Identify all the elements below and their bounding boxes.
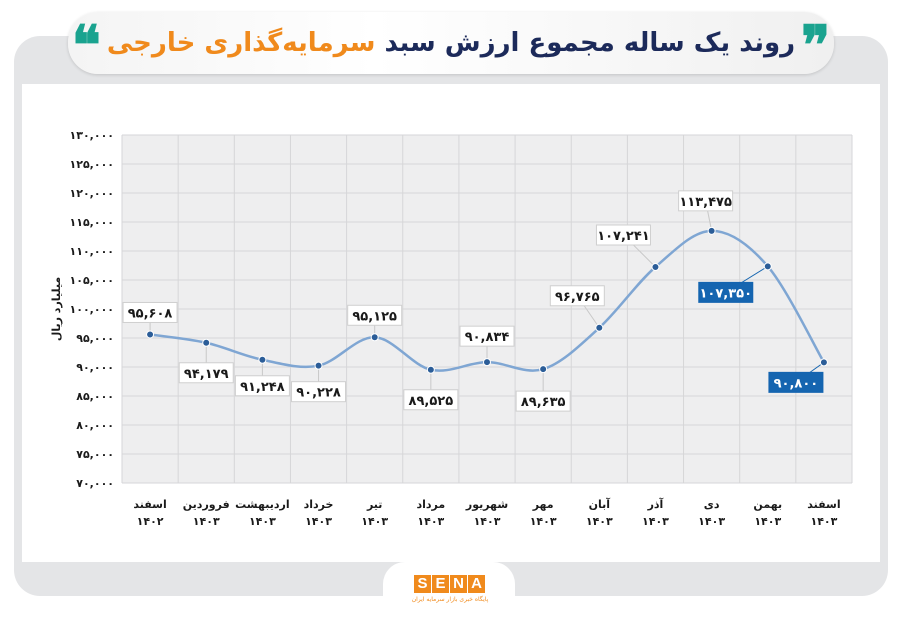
title-main: روند یک ساله مجموع ارزش سبد: [384, 28, 796, 58]
x-tick-month: مهر: [532, 498, 554, 511]
chart-title: روند یک ساله مجموع ارزش سبد سرمایه‌گذاری…: [107, 28, 795, 58]
x-tick-month: خرداد: [304, 498, 334, 511]
data-point: [426, 365, 435, 374]
x-tick-month: اسفند: [133, 498, 166, 511]
logo-subtitle: پایگاه خبری بازار سرمایه ایران: [411, 596, 489, 603]
data-point: [819, 358, 828, 367]
x-tick-year: ۱۴۰۳: [754, 515, 781, 528]
data-label: ۹۱,۲۴۸: [240, 380, 285, 395]
data-label-box: [234, 375, 290, 397]
title-highlight: سرمایه‌گذاری خارجی: [106, 28, 376, 58]
data-point: [370, 333, 379, 342]
x-tick-year: ۱۴۰۳: [305, 515, 332, 528]
x-tick-month: دی: [704, 498, 720, 511]
data-label: ۹۵,۱۲۵: [352, 309, 397, 324]
series-line: [149, 229, 826, 372]
y-tick-label: ۸۵,۰۰۰: [76, 390, 114, 403]
data-label-box: [698, 281, 754, 303]
data-label: ۹۴,۱۷۹: [184, 367, 229, 382]
data-point: [763, 262, 772, 271]
data-point: [651, 263, 660, 272]
x-tick-month: اردیبهشت: [235, 498, 289, 511]
data-label-box: [768, 371, 824, 393]
x-tick-month: بهمن: [753, 498, 782, 511]
logo-tab: [383, 562, 515, 618]
y-tick-label: ۱۰۰,۰۰۰: [70, 303, 114, 316]
data-label: ۹۶,۷۶۵: [555, 290, 600, 305]
data-point: [258, 355, 267, 364]
data-point: [202, 338, 211, 347]
y-tick-label: ۹۰,۰۰۰: [76, 361, 114, 374]
y-tick-label: ۱۲۵,۰۰۰: [70, 158, 114, 171]
logo-letter: E: [432, 575, 449, 593]
data-label-box: [403, 389, 459, 411]
x-tick-year: ۱۴۰۳: [530, 515, 557, 528]
x-tick-year: ۱۴۰۳: [586, 515, 613, 528]
x-tick-month: فروردین: [183, 498, 230, 511]
x-tick-month: مرداد: [416, 498, 445, 511]
x-tick-year: ۱۴۰۳: [249, 515, 276, 528]
data-label: ۹۰,۸۳۴: [465, 330, 510, 345]
y-tick-label: ۱۱۵,۰۰۰: [70, 216, 114, 229]
data-label-box: [291, 381, 347, 403]
x-tick-month: شهریور: [465, 498, 508, 511]
data-label-box: [549, 285, 605, 307]
data-label: ۱۰۷,۲۴۱: [597, 229, 650, 244]
data-label-box: [678, 190, 734, 212]
x-tick-year: ۱۴۰۳: [642, 515, 669, 528]
data-label-box: [515, 390, 571, 412]
x-tick-month: تیر: [366, 498, 382, 511]
y-tick-label: ۱۳۰,۰۰۰: [70, 129, 114, 142]
quote-open-icon: ❞: [801, 13, 831, 77]
data-point: [539, 365, 548, 374]
data-label: ۱۰۷,۳۵۰: [699, 286, 752, 301]
data-label-box: [459, 325, 515, 347]
data-point: [707, 226, 716, 235]
x-tick-year: ۱۴۰۳: [193, 515, 220, 528]
y-tick-label: ۱۲۰,۰۰۰: [70, 187, 114, 200]
y-tick-label: ۹۵,۰۰۰: [76, 332, 114, 345]
data-label-box: [595, 224, 651, 246]
y-tick-label: ۱۰۵,۰۰۰: [70, 274, 114, 287]
data-label-box: [178, 362, 234, 384]
data-label: ۸۹,۶۳۵: [521, 395, 566, 410]
y-tick-label: ۷۰,۰۰۰: [76, 477, 114, 490]
x-tick-year: ۱۴۰۲: [137, 515, 164, 528]
y-tick-label: ۱۱۰,۰۰۰: [70, 245, 114, 258]
y-tick-label: ۷۵,۰۰۰: [76, 448, 114, 461]
title-bar: ❞ روند یک ساله مجموع ارزش سبد سرمایه‌گذا…: [68, 12, 834, 74]
data-label-box: [347, 304, 403, 326]
x-tick-year: ۱۴۰۳: [474, 515, 501, 528]
x-tick-year: ۱۴۰۳: [698, 515, 725, 528]
data-point: [483, 358, 491, 367]
data-label: ۹۰,۲۲۸: [296, 386, 341, 401]
x-tick-year: ۱۴۰۳: [361, 515, 388, 528]
data-label-box: [122, 301, 178, 323]
y-axis-label: میلیارد ریال: [50, 277, 63, 341]
quote-close-icon: ❝: [71, 13, 101, 77]
x-tick-month: آبان: [589, 497, 611, 511]
data-label: ۹۵,۶۰۸: [128, 306, 173, 321]
x-tick-month: آذر: [647, 497, 664, 511]
x-tick-year: ۱۴۰۳: [810, 515, 837, 528]
data-label: ۱۱۳,۴۷۵: [679, 195, 732, 210]
x-tick-year: ۱۴۰۳: [417, 515, 444, 528]
data-label: ۹۰,۸۰۰: [774, 376, 819, 391]
x-tick-month: اسفند: [807, 498, 840, 511]
data-point: [314, 361, 323, 370]
logo-letter: S: [414, 575, 431, 593]
y-tick-label: ۸۰,۰۰۰: [76, 419, 114, 432]
data-point: [595, 323, 604, 332]
logo-letter: A: [468, 575, 485, 593]
data-label: ۸۹,۵۲۵: [409, 394, 454, 409]
data-point: [146, 330, 155, 339]
sena-logo: S E N A: [414, 575, 486, 593]
logo-letter: N: [450, 575, 467, 593]
